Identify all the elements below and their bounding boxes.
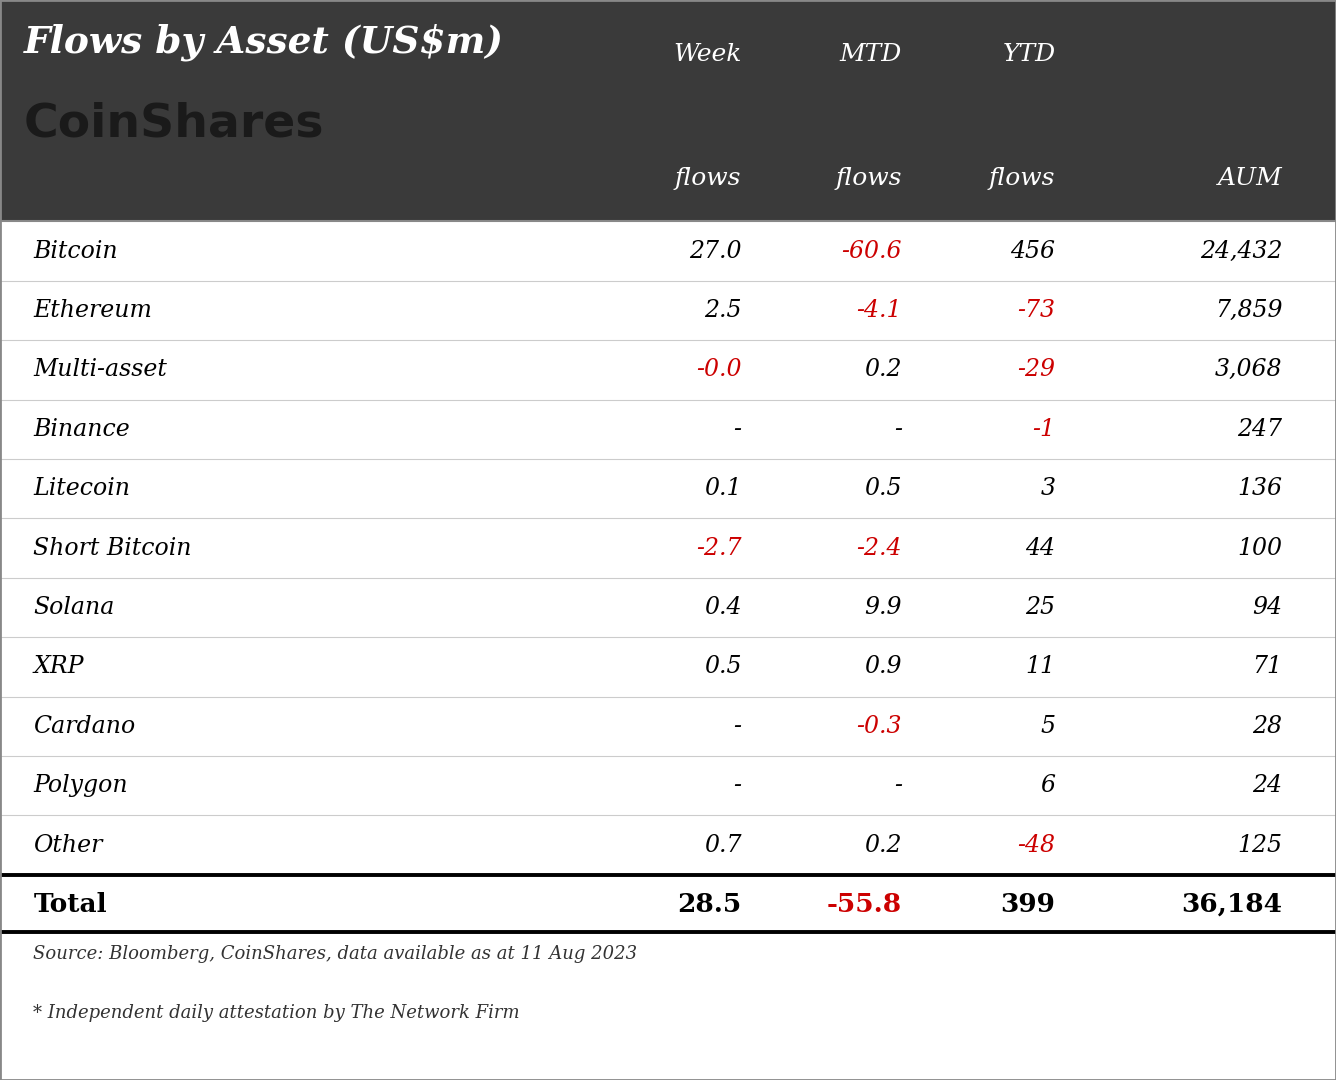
Text: 0.2: 0.2 — [864, 834, 902, 856]
Text: XRP: XRP — [33, 656, 84, 678]
Text: 71: 71 — [1253, 656, 1283, 678]
Text: flows: flows — [675, 167, 741, 190]
Text: Flows by Asset (US$m): Flows by Asset (US$m) — [24, 24, 504, 62]
Text: 136: 136 — [1237, 477, 1283, 500]
Text: -1: -1 — [1033, 418, 1055, 441]
Text: Polygon: Polygon — [33, 774, 128, 797]
Text: 456: 456 — [1010, 240, 1055, 262]
FancyBboxPatch shape — [0, 0, 1336, 221]
Text: -: - — [733, 774, 741, 797]
Text: 44: 44 — [1026, 537, 1055, 559]
Text: -2.4: -2.4 — [856, 537, 902, 559]
Text: -48: -48 — [1018, 834, 1055, 856]
Text: 36,184: 36,184 — [1181, 892, 1283, 917]
Text: -29: -29 — [1018, 359, 1055, 381]
Text: Bitcoin: Bitcoin — [33, 240, 118, 262]
Text: 24: 24 — [1253, 774, 1283, 797]
Text: -0.0: -0.0 — [696, 359, 741, 381]
Text: 0.4: 0.4 — [704, 596, 741, 619]
Text: Cardano: Cardano — [33, 715, 136, 738]
Text: -: - — [733, 715, 741, 738]
Text: Multi-asset: Multi-asset — [33, 359, 167, 381]
Text: Total: Total — [33, 892, 107, 917]
Text: flows: flows — [989, 167, 1055, 190]
Text: -4.1: -4.1 — [856, 299, 902, 322]
Text: AUM: AUM — [1218, 167, 1283, 190]
Text: 3: 3 — [1041, 477, 1055, 500]
Text: * Independent daily attestation by The Network Firm: * Independent daily attestation by The N… — [33, 1004, 520, 1023]
Text: 6: 6 — [1041, 774, 1055, 797]
Text: 5: 5 — [1041, 715, 1055, 738]
Text: 3,068: 3,068 — [1214, 359, 1283, 381]
Text: 0.2: 0.2 — [864, 359, 902, 381]
Text: -73: -73 — [1018, 299, 1055, 322]
Text: -: - — [894, 774, 902, 797]
Text: -0.3: -0.3 — [856, 715, 902, 738]
Text: -: - — [733, 418, 741, 441]
Text: Solana: Solana — [33, 596, 115, 619]
Text: 2.5: 2.5 — [704, 299, 741, 322]
Text: 24,432: 24,432 — [1200, 240, 1283, 262]
Text: 7,859: 7,859 — [1214, 299, 1283, 322]
Text: 0.7: 0.7 — [704, 834, 741, 856]
Text: Litecoin: Litecoin — [33, 477, 131, 500]
Text: Other: Other — [33, 834, 103, 856]
Text: 28.5: 28.5 — [677, 892, 741, 917]
Text: YTD: YTD — [1002, 43, 1055, 66]
Text: CoinShares: CoinShares — [24, 102, 325, 147]
Text: 247: 247 — [1237, 418, 1283, 441]
Text: 25: 25 — [1026, 596, 1055, 619]
Text: Week: Week — [673, 43, 741, 66]
Text: 0.5: 0.5 — [864, 477, 902, 500]
Text: 100: 100 — [1237, 537, 1283, 559]
Text: flows: flows — [835, 167, 902, 190]
Text: Ethereum: Ethereum — [33, 299, 152, 322]
Text: -: - — [894, 418, 902, 441]
Text: -2.7: -2.7 — [696, 537, 741, 559]
Text: MTD: MTD — [839, 43, 902, 66]
Text: 28: 28 — [1253, 715, 1283, 738]
Text: Short Bitcoin: Short Bitcoin — [33, 537, 192, 559]
Text: 0.1: 0.1 — [704, 477, 741, 500]
Text: 125: 125 — [1237, 834, 1283, 856]
Text: Binance: Binance — [33, 418, 130, 441]
Text: 9.9: 9.9 — [864, 596, 902, 619]
Text: 94: 94 — [1253, 596, 1283, 619]
Text: 11: 11 — [1026, 656, 1055, 678]
Text: -60.6: -60.6 — [842, 240, 902, 262]
Text: 399: 399 — [1001, 892, 1055, 917]
Text: -55.8: -55.8 — [827, 892, 902, 917]
Text: Source: Bloomberg, CoinShares, data available as at 11 Aug 2023: Source: Bloomberg, CoinShares, data avai… — [33, 945, 637, 963]
Text: 0.9: 0.9 — [864, 656, 902, 678]
Text: 27.0: 27.0 — [689, 240, 741, 262]
Text: 0.5: 0.5 — [704, 656, 741, 678]
